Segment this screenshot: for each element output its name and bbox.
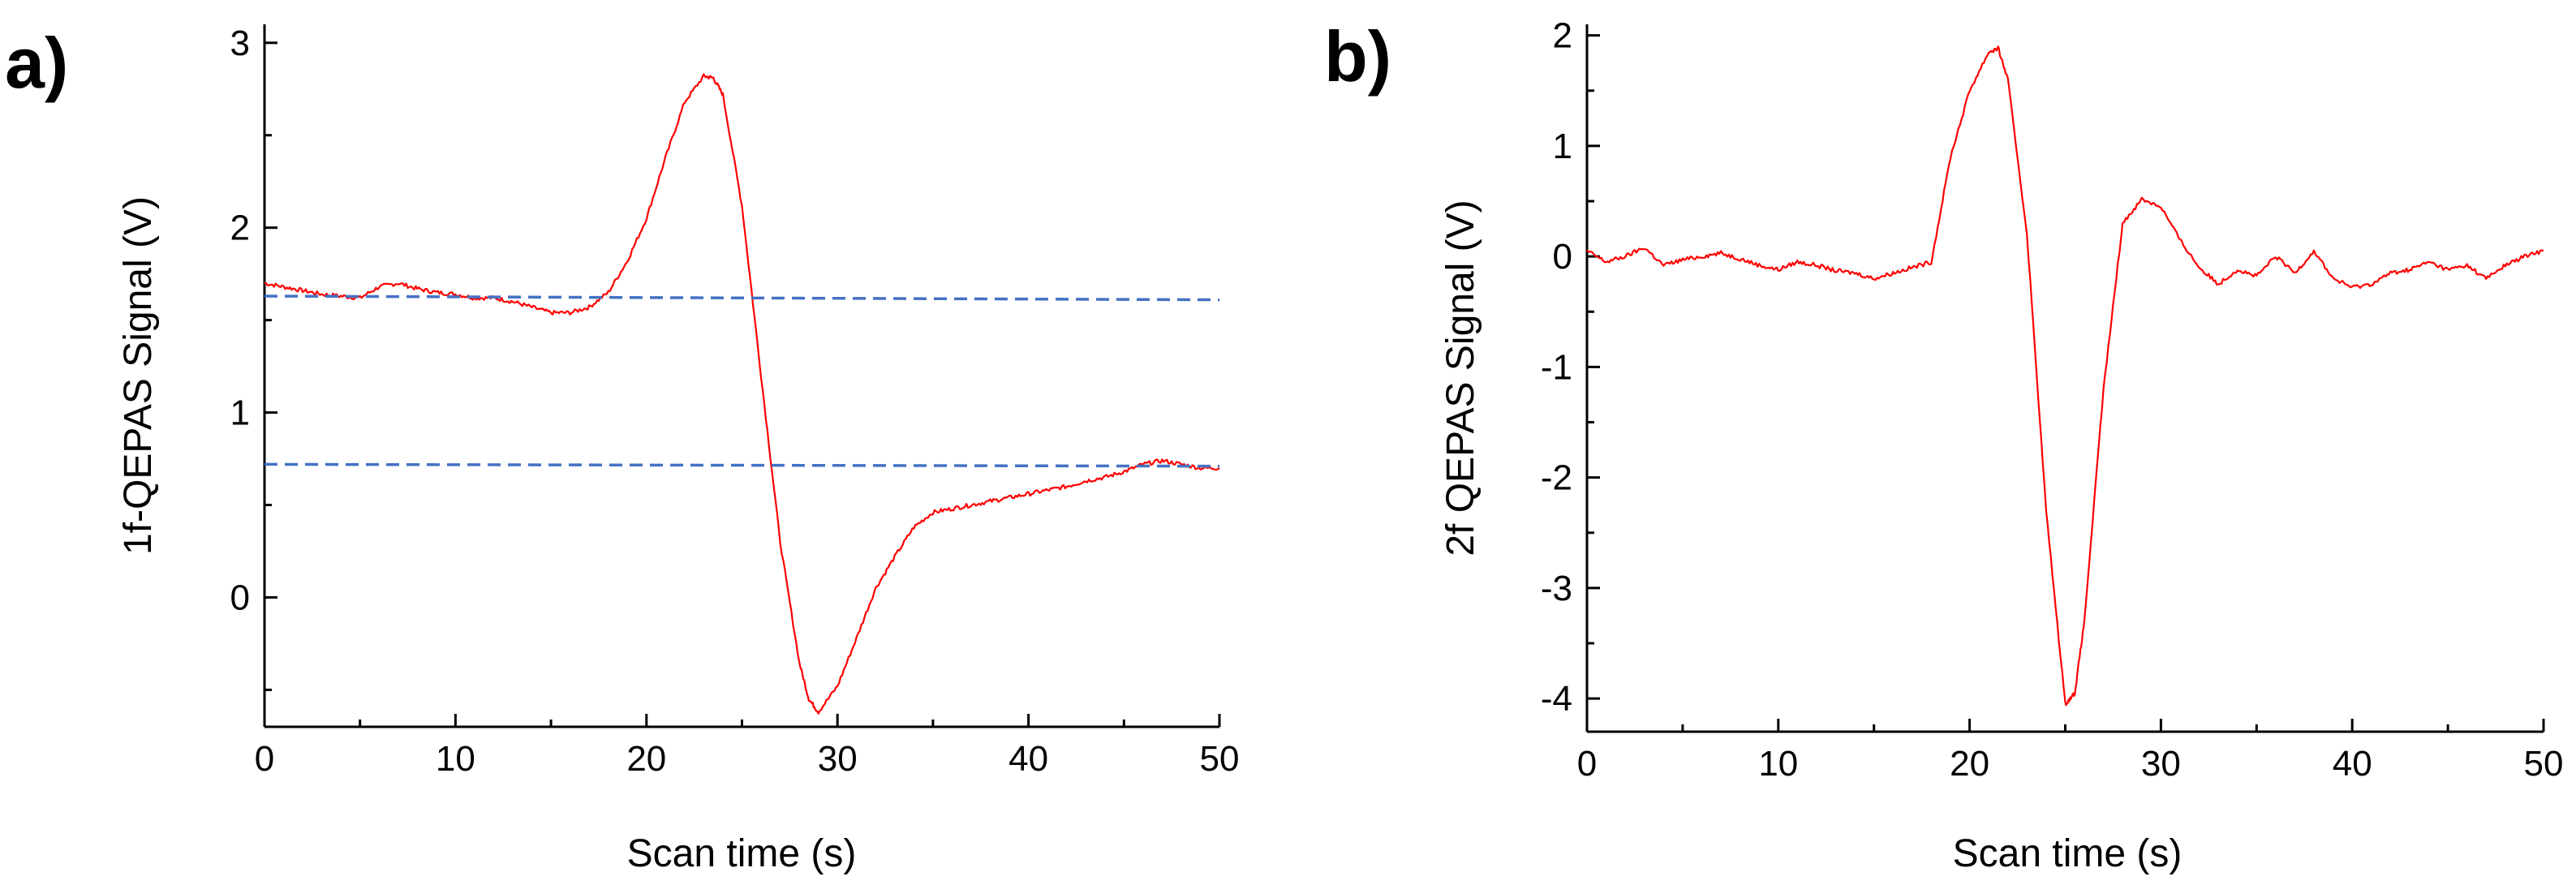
panel-a-signal-line — [264, 73, 1220, 715]
panel-b-x-axis-title: Scan time (s) — [1953, 832, 2183, 875]
panel-a-x-tick-label: 0 — [255, 739, 274, 779]
panel-b-y-axis-title: 2f QEPAS Signal (V) — [1439, 200, 1482, 556]
panel-a-series — [264, 73, 1220, 715]
panel-a-x-tick-label: 30 — [818, 739, 858, 779]
panel-b-y-tick-label: -1 — [1541, 347, 1572, 387]
panel-b-y-tick-label: 0 — [1553, 237, 1572, 277]
panel-a-y-tick-label: 0 — [230, 578, 250, 617]
panel-b-series — [1586, 45, 2544, 707]
panel-a-label: a) — [5, 23, 68, 103]
panel-b-x-tick-label: 20 — [1950, 744, 1989, 784]
panel-a-y-tick-label: 3 — [230, 24, 250, 63]
panel-a-y-tick-label: 2 — [230, 208, 250, 248]
panel-b-x-tick-label: 50 — [2524, 744, 2564, 784]
panel-a-lower-reference-line — [264, 462, 1220, 468]
panel-b-y-ticks: 2 1 0 -1 -2 -3 -4 — [1541, 16, 1600, 719]
panel-a-x-tick-label: 20 — [626, 739, 666, 779]
panel-a-y-axis-title: 1f-QEPAS Signal (V) — [117, 196, 160, 555]
panel-b-signal-line — [1586, 45, 2544, 707]
panel-a-y-tick-label: 1 — [230, 393, 250, 433]
panel-b-y-tick-label: 2 — [1553, 16, 1572, 56]
panel-a-x-axis-title: Scan time (s) — [627, 832, 857, 875]
panel-a-upper-reference-line — [264, 294, 1220, 302]
panel-b-y-tick-label: -4 — [1541, 679, 1572, 719]
panel-b-y-tick-label: 1 — [1553, 127, 1572, 166]
panel-a-x-tick-label: 40 — [1008, 739, 1048, 779]
panel-a-x-tick-label: 50 — [1200, 739, 1240, 779]
panel-b-x-tick-label: 40 — [2333, 744, 2372, 784]
panel-a-x-tick-label: 10 — [436, 739, 475, 779]
panel-b-x-ticks: 0 10 20 30 40 50 — [1577, 719, 2564, 784]
panel-a-y-ticks: 0 1 2 3 — [230, 24, 277, 691]
panel-b-x-tick-label: 0 — [1577, 744, 1597, 784]
panel-b-y-tick-label: -2 — [1541, 458, 1572, 498]
panel-a-x-ticks: 0 10 20 30 40 50 — [255, 714, 1240, 779]
panel-b-x-tick-label: 30 — [2141, 744, 2181, 784]
panel-b-y-tick-label: -3 — [1541, 569, 1572, 608]
panel-b-chart: b) 0 10 20 30 40 50 210-1-2-3-4 Scan time (s)… — [1324, 16, 2563, 875]
panel-a-chart: a) 0 10 20 30 40 50 0 1 2 3 Scan time (s) 1f-QEP… — [5, 23, 1239, 875]
panel-b-x-tick-label: 10 — [1758, 744, 1798, 784]
panel-b-label: b) — [1324, 16, 1391, 97]
